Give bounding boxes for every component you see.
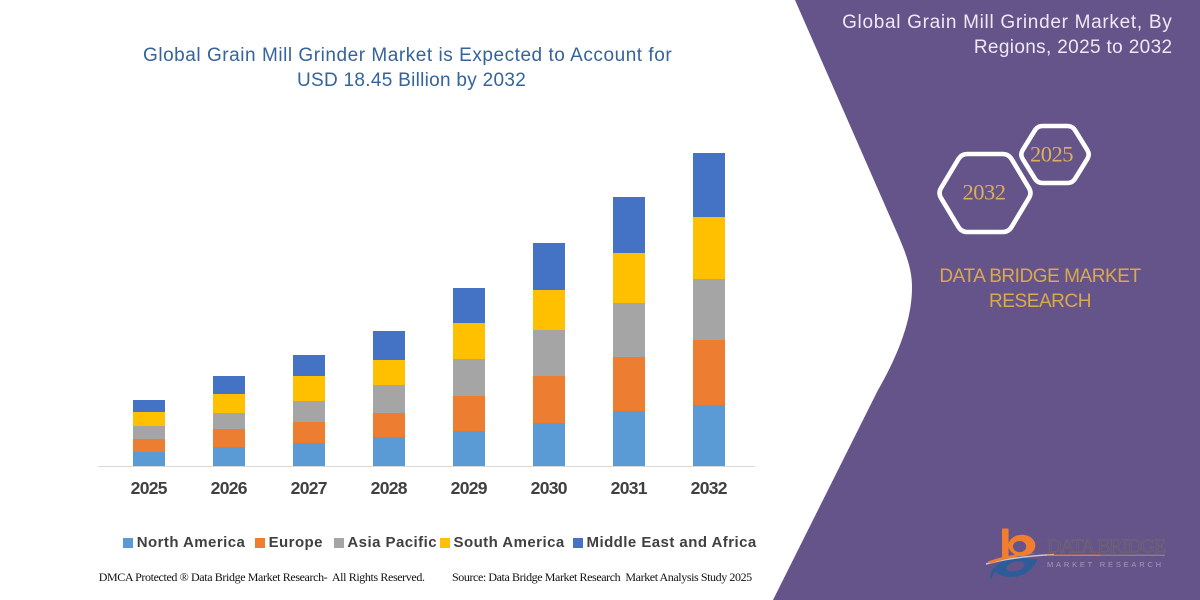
svg-text:DATA BRIDGE: DATA BRIDGE [1047,535,1166,557]
svg-text:2032: 2032 [963,180,1006,205]
svg-text:2025: 2025 [1030,142,1073,167]
svg-text:MARKET RESEARCH: MARKET RESEARCH [1047,560,1164,569]
